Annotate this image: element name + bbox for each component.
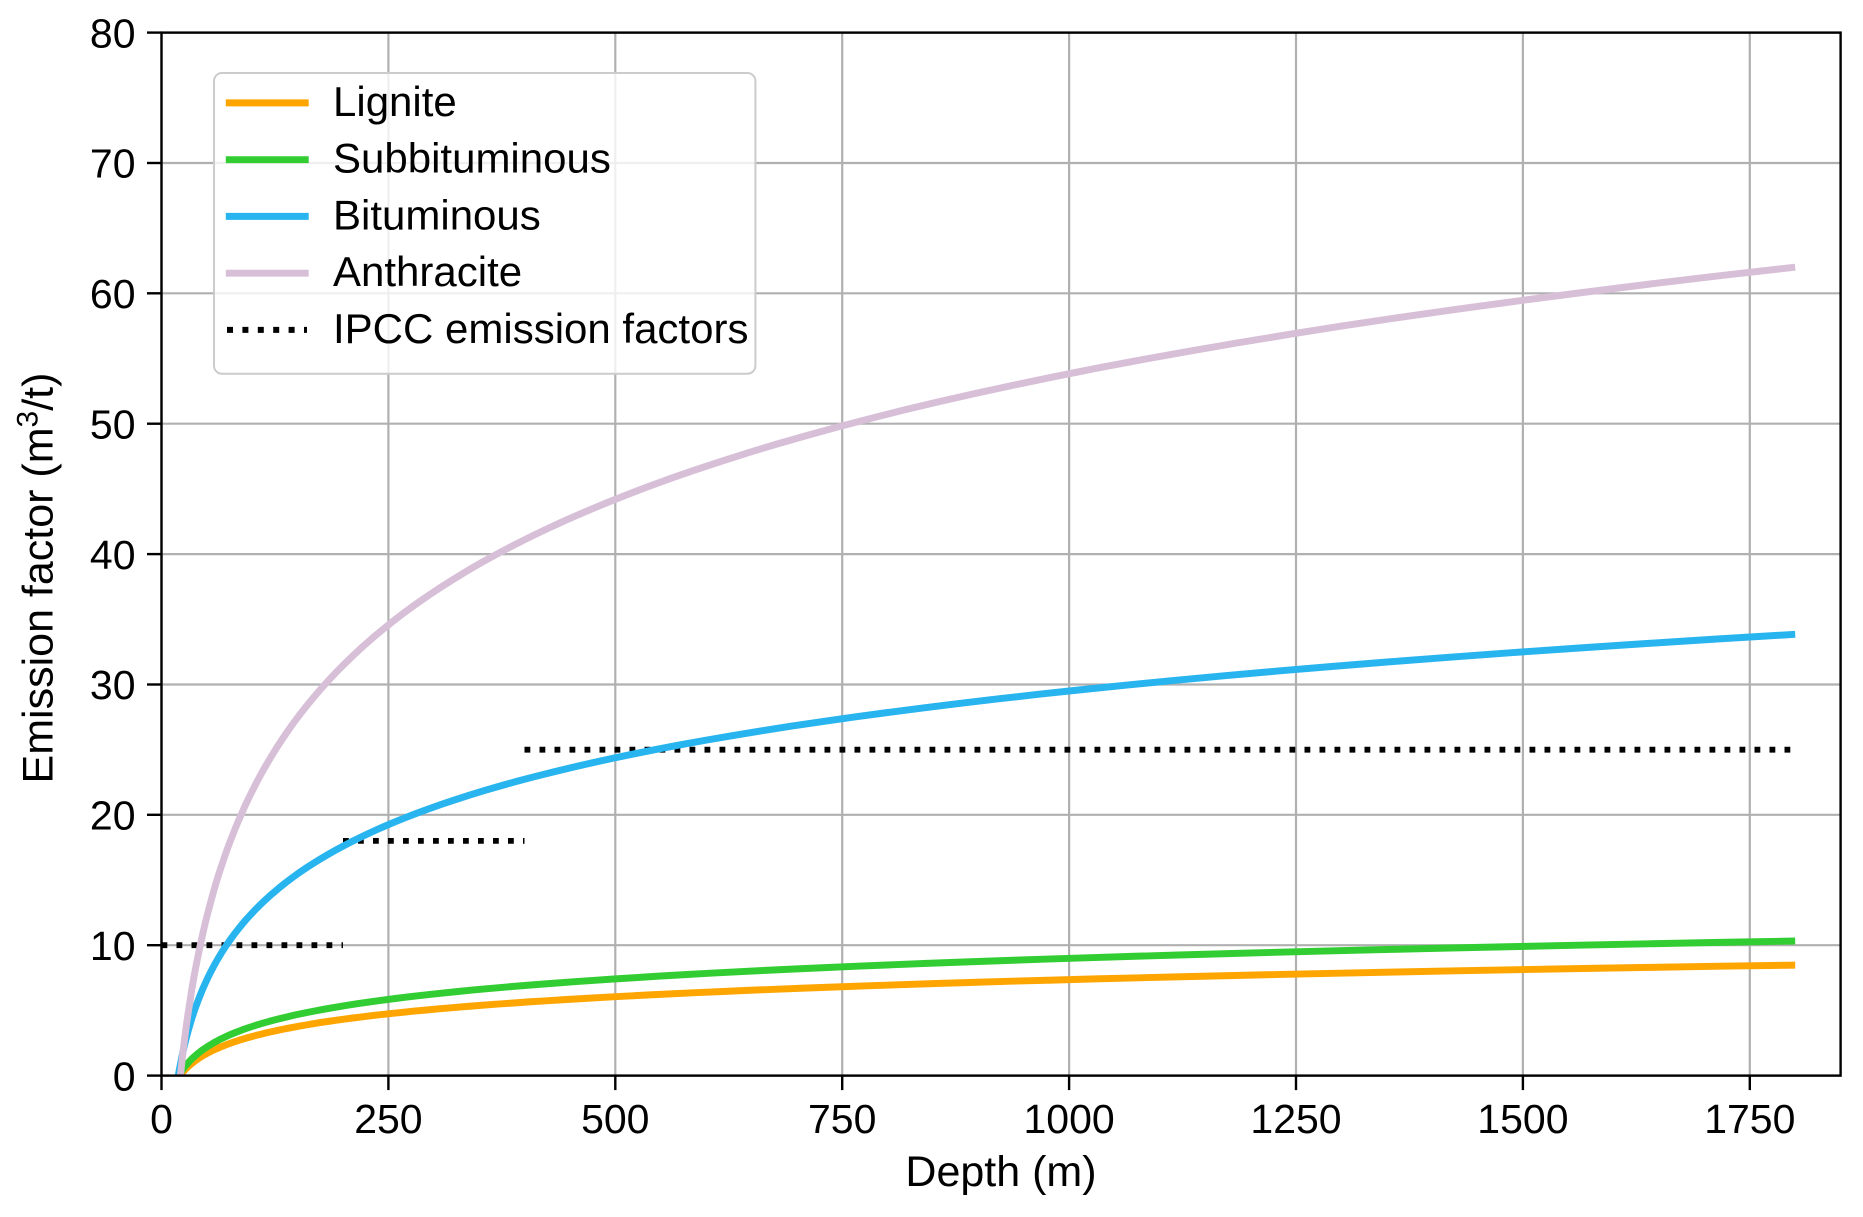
svg-text:250: 250 <box>354 1096 422 1142</box>
svg-text:70: 70 <box>90 141 136 187</box>
svg-text:Subbituminous: Subbituminous <box>333 135 611 182</box>
svg-text:80: 80 <box>90 10 136 56</box>
svg-text:10: 10 <box>90 923 136 969</box>
svg-text:1000: 1000 <box>1023 1096 1114 1142</box>
svg-text:Anthracite: Anthracite <box>333 248 522 295</box>
svg-text:500: 500 <box>581 1096 649 1142</box>
svg-text:750: 750 <box>808 1096 876 1142</box>
svg-text:Emission factor (m3/t): Emission factor (m3/t) <box>12 373 63 784</box>
svg-text:0: 0 <box>150 1096 173 1142</box>
svg-text:1750: 1750 <box>1704 1096 1795 1142</box>
svg-text:20: 20 <box>90 793 136 839</box>
svg-text:60: 60 <box>90 271 136 317</box>
svg-text:0: 0 <box>113 1053 136 1099</box>
svg-text:Depth (m): Depth (m) <box>905 1148 1096 1196</box>
svg-text:IPCC emission factors: IPCC emission factors <box>333 305 748 352</box>
svg-text:1500: 1500 <box>1477 1096 1568 1142</box>
svg-text:50: 50 <box>90 401 136 447</box>
svg-text:Bituminous: Bituminous <box>333 191 541 238</box>
svg-text:40: 40 <box>90 532 136 578</box>
svg-text:Lignite: Lignite <box>333 78 457 125</box>
svg-text:30: 30 <box>90 662 136 708</box>
svg-text:1250: 1250 <box>1250 1096 1341 1142</box>
